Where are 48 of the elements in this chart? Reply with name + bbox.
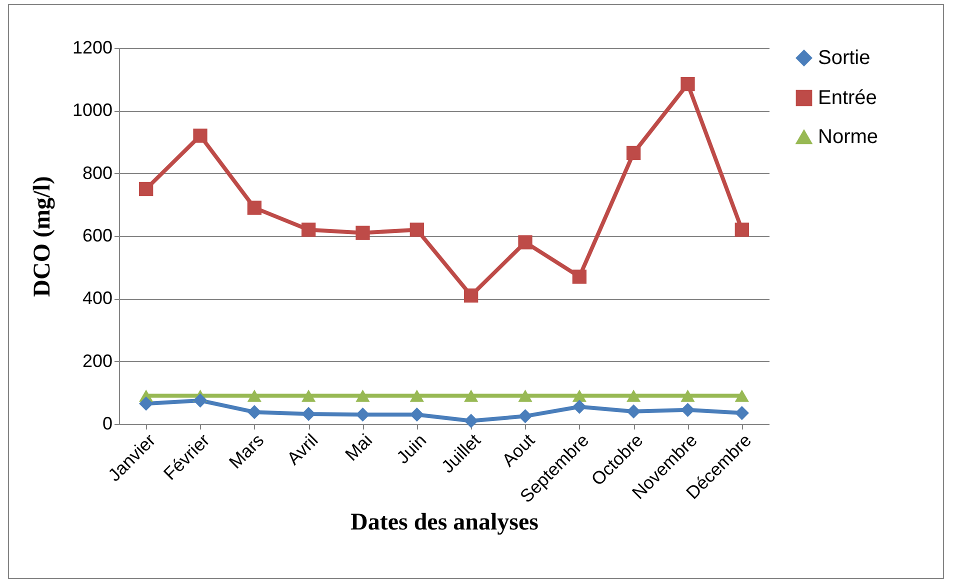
- point: [626, 390, 641, 402]
- y-tick-label: 600: [82, 226, 112, 246]
- point: [680, 402, 695, 417]
- y-tick-label: 0: [102, 414, 112, 434]
- point: [518, 409, 532, 424]
- point: [302, 222, 316, 237]
- point: [247, 200, 262, 215]
- point: [139, 396, 154, 411]
- y-tick-label: 800: [82, 162, 112, 183]
- point: [302, 406, 316, 422]
- point: [680, 390, 695, 402]
- point: [356, 408, 370, 422]
- point: [356, 226, 370, 240]
- point: [734, 406, 749, 420]
- legend-label: Norme: [818, 126, 878, 148]
- point: [464, 288, 478, 303]
- point: [193, 393, 208, 408]
- y-tick-label: 200: [82, 350, 112, 371]
- y-tick-label: 1200: [72, 38, 112, 58]
- y-tick-label: 1000: [72, 100, 112, 120]
- point: [626, 146, 641, 160]
- point: [193, 128, 208, 143]
- legend-label: Entrée: [818, 87, 877, 109]
- point: [572, 390, 586, 402]
- point: [247, 405, 262, 420]
- legend-label: Sortie: [818, 47, 870, 69]
- x-tick-label: Mai: [341, 430, 376, 465]
- point: [572, 400, 586, 414]
- point: [410, 222, 424, 237]
- point: [356, 390, 370, 402]
- point: [626, 404, 641, 419]
- point: [139, 182, 154, 196]
- point: [247, 390, 262, 402]
- point: [410, 408, 424, 422]
- point: [734, 222, 749, 237]
- point: [518, 390, 532, 402]
- point: [302, 390, 316, 402]
- point: [410, 390, 424, 402]
- y-tick-label: 400: [82, 288, 112, 308]
- point: [464, 414, 478, 428]
- point: [680, 76, 695, 92]
- x-tick-label: Juin: [392, 430, 430, 468]
- point: [464, 390, 478, 402]
- point: [518, 235, 532, 250]
- point: [572, 270, 586, 284]
- point: [734, 390, 749, 402]
- y-axis-title: DCO (mg/l): [29, 176, 56, 297]
- x-axis-title: Dates des analyses: [350, 509, 539, 536]
